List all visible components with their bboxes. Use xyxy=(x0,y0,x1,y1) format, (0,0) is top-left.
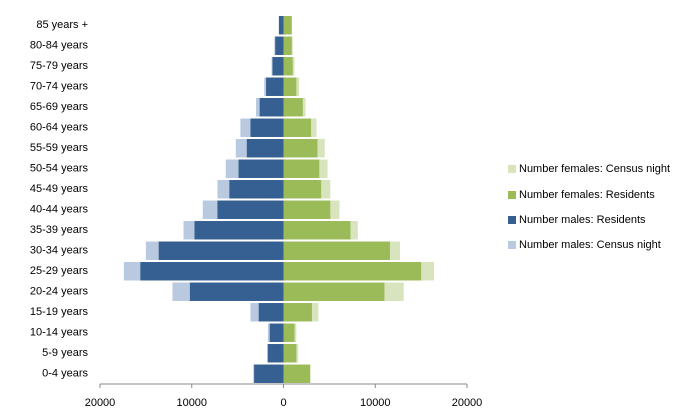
y-tick-label: 70-74 years xyxy=(30,81,89,93)
legend-label: Number males: Census night xyxy=(519,239,661,251)
bar xyxy=(275,36,284,55)
bar xyxy=(267,344,284,363)
bar xyxy=(158,241,284,260)
bar xyxy=(278,16,284,35)
bar xyxy=(246,139,284,158)
bar xyxy=(217,200,284,219)
legend-label: Number females: Residents xyxy=(519,189,655,201)
y-tick-label: 45-49 years xyxy=(30,183,89,195)
bar xyxy=(189,282,284,301)
y-tick-label: 30-34 years xyxy=(30,245,89,257)
y-tick-label: 5-9 years xyxy=(42,347,88,359)
y-tick-label: 50-54 years xyxy=(30,163,89,175)
y-tick-label: 75-79 years xyxy=(30,60,89,72)
bar xyxy=(258,303,284,322)
bar xyxy=(269,323,284,342)
y-tick-label: 40-44 years xyxy=(30,204,89,216)
bar xyxy=(283,364,311,383)
bar xyxy=(238,159,284,178)
x-tick-label: 20000 xyxy=(85,397,116,409)
legend-swatch xyxy=(508,165,516,173)
y-tick-label: 85 years + xyxy=(36,19,88,31)
bar xyxy=(283,16,292,35)
bar xyxy=(283,241,390,260)
x-tick-label: 20000 xyxy=(452,397,483,409)
bar xyxy=(254,364,284,383)
bar xyxy=(283,262,422,281)
y-tick-label: 65-69 years xyxy=(30,101,89,113)
bar xyxy=(283,57,293,76)
bar xyxy=(250,118,284,137)
x-tick-label: 10000 xyxy=(176,397,207,409)
y-tick-label: 55-59 years xyxy=(30,142,89,154)
bar xyxy=(283,344,297,363)
bar xyxy=(259,98,284,117)
bar xyxy=(283,323,295,342)
legend-label: Number females: Census night xyxy=(519,163,670,175)
y-tick-label: 80-84 years xyxy=(30,40,89,52)
bar xyxy=(266,77,284,96)
y-tick-label: 20-24 years xyxy=(30,286,89,298)
legend-swatch xyxy=(508,241,516,249)
y-tick-label: 35-39 years xyxy=(30,224,89,236)
bar xyxy=(283,118,312,137)
bar xyxy=(283,98,303,117)
bar xyxy=(283,200,331,219)
bar xyxy=(140,262,284,281)
y-tick-label: 60-64 years xyxy=(30,122,89,134)
bar xyxy=(283,159,320,178)
bar xyxy=(283,282,385,301)
bar xyxy=(194,221,284,240)
y-tick-label: 10-14 years xyxy=(30,327,89,339)
y-tick-label: 15-19 years xyxy=(30,306,89,318)
bar xyxy=(283,139,318,158)
bar xyxy=(283,303,312,322)
bar xyxy=(283,77,297,96)
x-tick-label: 10000 xyxy=(360,397,391,409)
legend-swatch xyxy=(508,191,516,199)
bar xyxy=(229,180,284,199)
bar xyxy=(272,57,284,76)
legend-swatch xyxy=(508,216,516,224)
x-tick-label: 0 xyxy=(280,397,286,409)
bar xyxy=(283,221,351,240)
y-tick-label: 25-29 years xyxy=(30,265,89,277)
legend-label: Number males: Residents xyxy=(519,214,646,226)
y-tick-label: 0-4 years xyxy=(42,368,88,380)
bar xyxy=(283,180,322,199)
bar xyxy=(283,36,292,55)
